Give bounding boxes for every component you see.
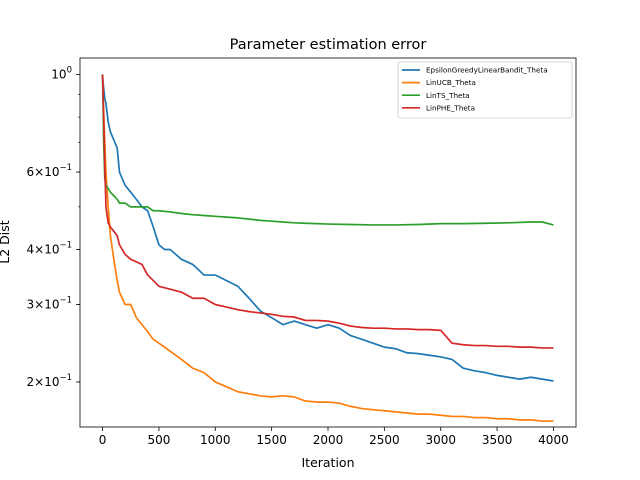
x-tick-label: 1000 bbox=[200, 433, 231, 447]
y-axis-label: L2 Dist bbox=[0, 220, 12, 264]
y-tick-label: 100 bbox=[51, 65, 72, 81]
y-tick-label: 3×10−1 bbox=[27, 295, 73, 311]
y-tick-label: 6×10−1 bbox=[27, 163, 73, 179]
x-tick-label: 3000 bbox=[425, 433, 456, 447]
x-tick-label: 500 bbox=[147, 433, 170, 447]
y-tick-label: 2×10−1 bbox=[27, 373, 73, 389]
y-tick-label: 4×10−1 bbox=[27, 241, 73, 257]
series-line-2 bbox=[101, 74, 554, 226]
legend: EpsilonGreedyLinearBandit_Theta LinUCB_Th… bbox=[397, 61, 573, 119]
legend-label: EpsilonGreedyLinearBandit_Theta bbox=[426, 66, 548, 75]
legend-label: LinTS_Theta bbox=[426, 91, 470, 100]
series-line-1 bbox=[101, 74, 554, 422]
x-tick-label: 3500 bbox=[482, 433, 513, 447]
axes-group: 0 500 1000 1500 2000 2500 3000 3500 4000 100 6×10−… bbox=[27, 57, 577, 447]
x-tick-label: 4000 bbox=[538, 433, 569, 447]
chart-title: Parameter estimation error bbox=[230, 37, 427, 53]
series-group bbox=[101, 74, 554, 422]
legend-box bbox=[397, 61, 573, 119]
x-tick-label: 2000 bbox=[313, 433, 344, 447]
x-tick-label: 2500 bbox=[369, 433, 400, 447]
legend-label: LinPHE_Theta bbox=[426, 103, 475, 112]
x-axis-label: Iteration bbox=[301, 455, 354, 470]
legend-label: LinUCB_Theta bbox=[426, 78, 476, 87]
x-tick-label: 1500 bbox=[256, 433, 287, 447]
series-line-0 bbox=[101, 74, 554, 382]
series-line-3 bbox=[101, 74, 554, 349]
x-tick-label: 0 bbox=[99, 433, 107, 447]
